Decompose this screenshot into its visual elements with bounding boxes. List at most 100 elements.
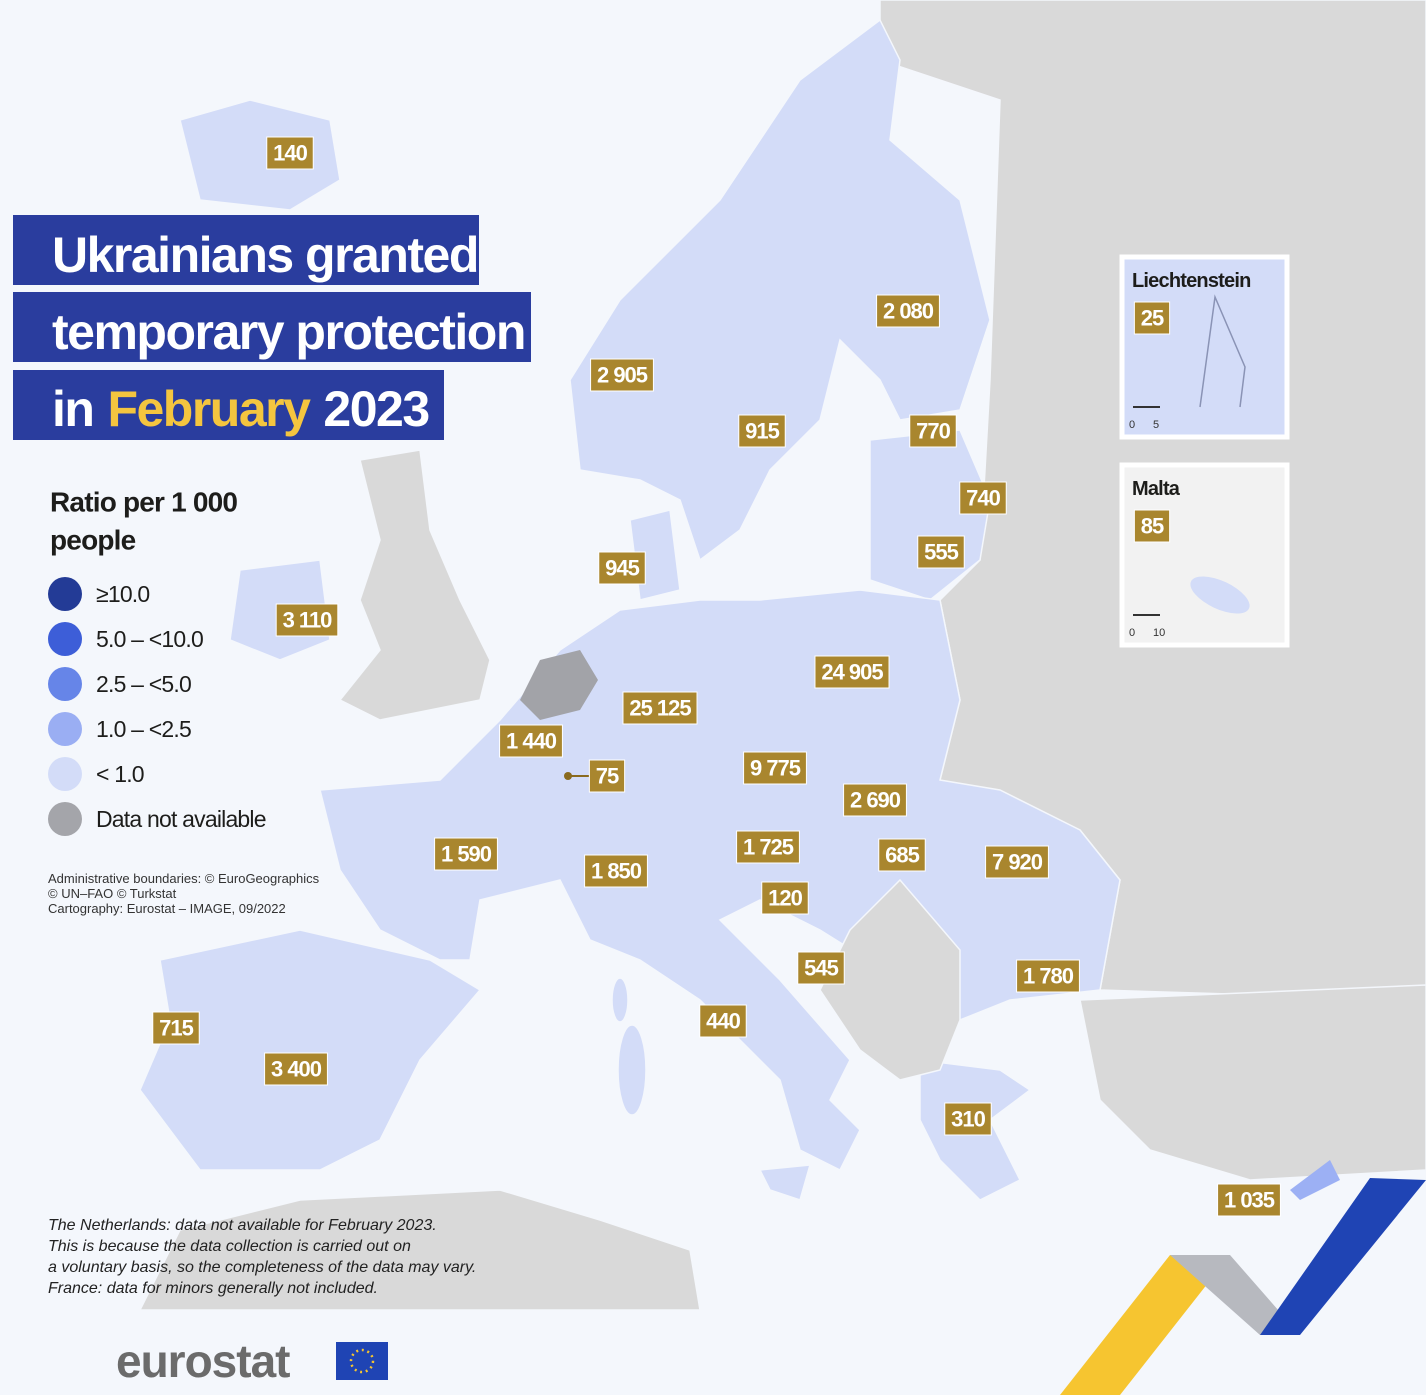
legend-swatch <box>48 757 82 791</box>
logo-text: eurostat <box>116 1335 290 1387</box>
title-word: 2023 <box>323 381 428 437</box>
legend-label: 5.0 – <10.0 <box>96 626 203 652</box>
label-box <box>944 1102 992 1136</box>
title-line: temporary protection <box>52 304 525 360</box>
label-box <box>264 1052 328 1086</box>
value-labels: 140 2 905 915 2 080 770 740 555 945 3 110 24 905 2… <box>152 136 1281 1217</box>
value-label: 75 <box>596 764 619 789</box>
leader-dot <box>564 772 572 780</box>
value-label: 3 400 <box>271 1057 322 1082</box>
value-label: 915 <box>745 419 779 444</box>
value-label: 2 080 <box>883 299 934 324</box>
label-box <box>738 414 786 448</box>
inset-land <box>1199 294 1246 408</box>
ribbon <box>1060 1178 1426 1395</box>
label-box <box>266 136 314 170</box>
value-label: 140 <box>273 141 307 166</box>
legend-title: people <box>50 525 136 556</box>
note-line: The Netherlands: data not available for … <box>48 1217 437 1234</box>
label-box <box>434 837 498 871</box>
note: The Netherlands: data not available for … <box>48 1217 476 1297</box>
label-box <box>699 1004 747 1038</box>
value-label: 1 590 <box>441 842 492 867</box>
value-label: 24 905 <box>821 660 883 685</box>
inset-land <box>1190 576 1250 614</box>
label-box <box>843 783 907 817</box>
legend-swatch <box>48 622 82 656</box>
label-box <box>1133 509 1171 543</box>
value-label: 1 850 <box>591 859 642 884</box>
value-label: 1 725 <box>743 835 794 860</box>
scale-label: 0 <box>1129 627 1135 639</box>
label-box <box>909 414 957 448</box>
value-label: 2 690 <box>850 788 901 813</box>
legend-swatch <box>48 802 82 836</box>
label-box <box>598 551 646 585</box>
value-label: 120 <box>768 886 802 911</box>
credit: © UN–FAO © Turkstat <box>48 886 177 901</box>
legend-label: ≥10.0 <box>96 581 149 607</box>
value-label: 545 <box>804 956 838 981</box>
value-label: 1 440 <box>506 729 557 754</box>
value-label: 1 780 <box>1023 964 1074 989</box>
label-box <box>959 481 1007 515</box>
credits: Administrative boundaries: © EuroGeograp… <box>48 871 320 916</box>
value-label: 3 110 <box>283 608 333 633</box>
value-label: 715 <box>159 1016 193 1041</box>
value-label: 9 775 <box>750 756 801 781</box>
value-label: 310 <box>951 1107 985 1132</box>
eu-flag <box>336 1342 388 1380</box>
value-label: 2 905 <box>597 363 648 388</box>
value-label: 7 920 <box>992 850 1043 875</box>
label-box <box>152 1011 200 1045</box>
label-box <box>584 854 648 888</box>
legend-swatch <box>48 667 82 701</box>
note-line: a voluntary basis, so the completeness o… <box>48 1259 476 1276</box>
label-box <box>622 691 698 725</box>
label-box <box>275 603 339 637</box>
note-line: France: data for minors generally not in… <box>48 1280 378 1297</box>
title-highlight: February <box>107 381 311 437</box>
label-box <box>797 951 845 985</box>
label-box <box>761 881 809 915</box>
label-box <box>736 830 800 864</box>
title-word: in <box>52 381 93 437</box>
legend-label: Data not available <box>96 806 266 832</box>
legend-swatch <box>48 712 82 746</box>
legend-label: 2.5 – <5.0 <box>96 671 191 697</box>
label-box <box>590 358 654 392</box>
label-box <box>876 294 940 328</box>
credit: Administrative boundaries: © EuroGeograp… <box>48 871 320 886</box>
label-box <box>985 845 1049 879</box>
label-box <box>1133 301 1171 335</box>
value-label: 685 <box>885 843 919 868</box>
title: Ukrainians granted temporary protection … <box>13 215 531 440</box>
label-box <box>1217 1183 1281 1217</box>
label-box <box>588 759 626 793</box>
label-box <box>499 724 563 758</box>
credit: Cartography: Eurostat – IMAGE, 09/2022 <box>48 901 286 916</box>
legend-label: 1.0 – <2.5 <box>96 716 191 742</box>
legend-title: Ratio per 1 000 <box>50 487 237 518</box>
value-label: 770 <box>916 419 950 444</box>
title-line: in February 2023 <box>52 381 429 437</box>
value-label: 945 <box>605 556 639 581</box>
value-label: 1 035 <box>1224 1188 1275 1213</box>
value-label: 25 125 <box>629 696 691 721</box>
label-box <box>917 535 965 569</box>
scale-label: 0 <box>1129 419 1135 431</box>
scale-label: 10 <box>1153 627 1165 639</box>
label-box <box>743 751 807 785</box>
title-line: Ukrainians granted <box>52 227 478 283</box>
value-label: 440 <box>706 1009 740 1034</box>
value-label: 555 <box>924 540 958 565</box>
insets: Liechtenstein 25 0 5 Malta 85 0 10 <box>1119 254 1290 648</box>
label-box <box>1016 959 1080 993</box>
legend-swatch <box>48 577 82 611</box>
legend-label: < 1.0 <box>96 761 144 787</box>
label-box <box>814 655 890 689</box>
inset-title: Liechtenstein <box>1132 270 1251 292</box>
eu-stars <box>349 1348 375 1374</box>
note-line: This is because the data collection is c… <box>48 1238 411 1255</box>
